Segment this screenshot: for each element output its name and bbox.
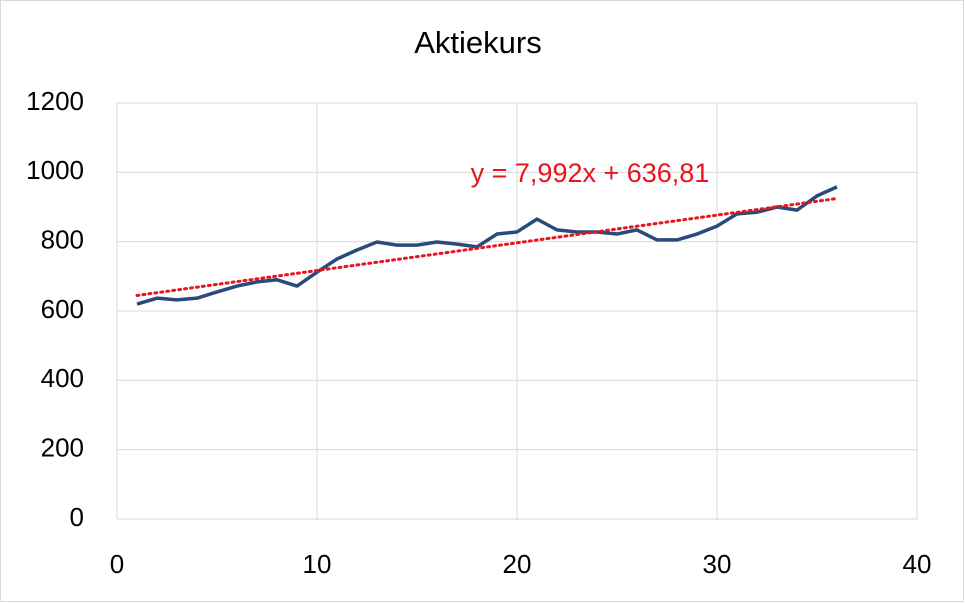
y-tick-label: 0	[70, 502, 84, 532]
x-tick-label: 0	[110, 549, 124, 579]
x-tick-label: 10	[303, 549, 332, 579]
y-tick-label: 800	[41, 225, 84, 255]
x-tick-label: 30	[703, 549, 732, 579]
grid	[116, 102, 918, 520]
y-tick-label: 200	[41, 433, 84, 463]
chart-title: Aktiekurs	[414, 25, 541, 60]
y-tick-label: 1000	[26, 155, 84, 185]
y-tick-label: 400	[41, 363, 84, 393]
y-tick-label: 1200	[26, 86, 84, 116]
x-tick-label: 20	[503, 549, 532, 579]
y-tick-label: 600	[41, 294, 84, 324]
trendline	[135, 196, 839, 297]
marks	[135, 185, 839, 306]
x-tick-label: 40	[903, 549, 932, 579]
data-line	[136, 185, 838, 306]
trendline-label: y = 7,992x + 636,81	[471, 158, 710, 188]
